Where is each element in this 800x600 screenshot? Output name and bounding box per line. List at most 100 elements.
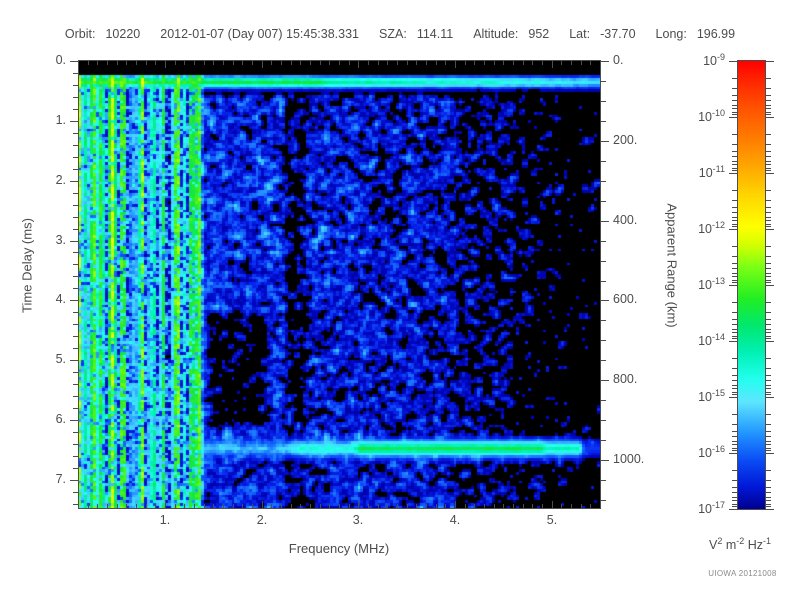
colorbar-minor-tick (732, 256, 738, 257)
colorbar-minor-tick (732, 200, 738, 201)
colorbar-minor-tick (732, 276, 738, 277)
x-axis-tick-label: 4. (449, 513, 461, 527)
sza-label: SZA: (379, 27, 407, 41)
colorbar-minor-tick-right (765, 170, 771, 171)
x-axis-minor-tick-top (590, 60, 591, 65)
x-axis-minor-tick (368, 504, 369, 509)
x-axis-minor-tick (329, 504, 330, 509)
colorbar-minor-tick (732, 268, 738, 269)
x-axis-minor-tick-top (329, 60, 330, 65)
colorbar-minor-tick-right (765, 358, 771, 359)
y-axis-left-tick-label: 2. (55, 173, 66, 187)
colorbar-minor-tick-right (765, 220, 771, 221)
y-axis-left-minor-tick (73, 324, 79, 325)
y-axis-right-minor-tick (600, 420, 606, 421)
colorbar-minor-tick-right (765, 95, 771, 96)
colorbar-minor-tick-right (765, 394, 771, 395)
colorbar-minor-tick (732, 105, 738, 106)
colorbar-minor-tick (732, 450, 738, 451)
x-axis-minor-tick (271, 504, 272, 509)
x-axis-minor-tick-top (513, 60, 514, 65)
colorbar-minor-tick (732, 164, 738, 165)
colorbar-tick-exponent: -17 (711, 500, 725, 510)
colorbar-minor-tick-right (765, 324, 771, 325)
colorbar-minor-tick (732, 504, 738, 505)
colorbar-major-tick (729, 229, 738, 230)
colorbar-minor-tick (732, 151, 738, 152)
colorbar-minor-tick-right (765, 246, 771, 247)
x-axis-minor-tick-top (204, 60, 205, 65)
colorbar-minor-tick (732, 108, 738, 109)
x-axis-minor-tick-top (397, 60, 398, 65)
colorbar-major-tick-right (765, 509, 774, 510)
colorbar-tick-label: 10-15 (669, 388, 725, 404)
colorbar-minor-tick-right (765, 380, 771, 381)
y-axis-left-minor-tick (73, 276, 79, 277)
colorbar-minor-tick (732, 226, 738, 227)
colorbar-minor-tick-right (765, 88, 771, 89)
colorbar-minor-tick (732, 329, 738, 330)
x-axis-minor-tick-top (281, 60, 282, 65)
colorbar-minor-tick-right (765, 375, 771, 376)
x-axis-minor-tick-top (136, 60, 137, 65)
y-axis-right-major-tick (600, 221, 609, 222)
x-axis-minor-tick-top (175, 60, 176, 65)
x-axis-minor-tick (117, 504, 118, 509)
longitude-value: 196.99 (696, 27, 736, 41)
colorbar-minor-tick-right (765, 151, 771, 152)
colorbar-minor-tick (732, 441, 738, 442)
y-axis-left-minor-tick (73, 288, 79, 289)
x-axis-minor-tick-top (368, 60, 369, 65)
x-axis-minor-tick (175, 504, 176, 509)
x-axis-minor-tick (194, 504, 195, 509)
x-axis-minor-tick-top (484, 60, 485, 65)
y-axis-left-tick-label: 1. (55, 113, 66, 127)
x-axis-minor-tick-top (271, 60, 272, 65)
x-axis-minor-tick (465, 504, 466, 509)
colorbar-major-tick (729, 453, 738, 454)
colorbar-minor-tick-right (765, 156, 771, 157)
units-m-exponent: -2 (736, 536, 745, 546)
colorbar-minor-tick (732, 338, 738, 339)
y-axis-left-minor-tick (73, 384, 79, 385)
x-axis-minor-tick-top (320, 60, 321, 65)
x-axis-minor-tick-top (581, 60, 582, 65)
y-axis-right-minor-tick (600, 500, 606, 501)
longitude-label: Long: (655, 27, 687, 41)
colorbar-minor-tick (732, 95, 738, 96)
altitude-label: Altitude: (473, 27, 519, 41)
x-axis-minor-tick-top (407, 60, 408, 65)
y-axis-left-tick-label: 7. (55, 472, 66, 486)
colorbar-minor-tick-right (765, 78, 771, 79)
x-axis-minor-tick-top (223, 60, 224, 65)
units-hz-exponent: -1 (763, 536, 772, 546)
x-axis-minor-tick (291, 504, 292, 509)
x-axis-minor-tick (407, 504, 408, 509)
ionogram-heatmap-canvas (78, 61, 600, 508)
colorbar-minor-tick-right (765, 497, 771, 498)
colorbar-minor-tick (732, 492, 738, 493)
x-axis-minor-tick-top (291, 60, 292, 65)
colorbar-minor-tick (732, 273, 738, 274)
colorbar-major-tick-right (765, 453, 774, 454)
y-axis-left-minor-tick (73, 348, 79, 349)
x-axis-minor-tick (281, 504, 282, 509)
axis-line-right (600, 60, 601, 509)
colorbar-minor-tick-right (765, 336, 771, 337)
colorbar-minor-tick (732, 414, 738, 415)
x-axis-minor-tick (378, 504, 379, 509)
colorbar-tick-exponent: -15 (711, 388, 725, 398)
x-axis-minor-tick (387, 504, 388, 509)
y-axis-right-minor-tick (600, 320, 606, 321)
y-axis-right-minor-tick (600, 400, 606, 401)
colorbar-minor-tick-right (765, 268, 771, 269)
colorbar-minor-tick-right (765, 144, 771, 145)
colorbar-minor-tick-right (765, 319, 771, 320)
units-hz: Hz (747, 538, 764, 553)
y-axis-left-minor-tick (73, 372, 79, 373)
colorbar-tick-label: 10-12 (669, 220, 725, 236)
y-axis-left-major-tick (70, 241, 79, 242)
colorbar-minor-tick (732, 190, 738, 191)
colorbar-minor-tick (732, 282, 738, 283)
x-axis-minor-tick (310, 504, 311, 509)
